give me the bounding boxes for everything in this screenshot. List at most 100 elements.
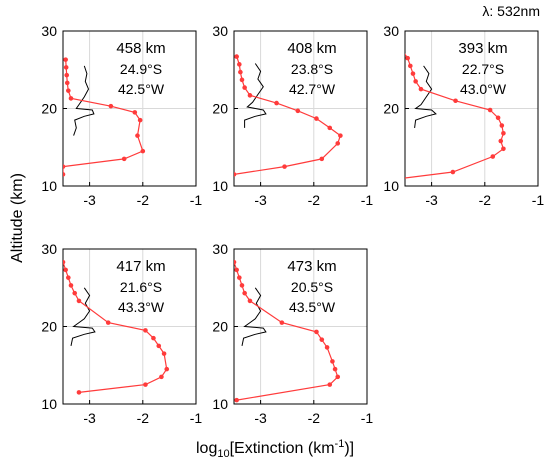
x-tick-label: -1	[361, 410, 374, 426]
wavelength-label: λ: 532nm	[482, 3, 540, 19]
extinction-point	[76, 298, 82, 304]
extinction-point	[314, 116, 319, 121]
y-tick-label: 10	[383, 178, 399, 194]
panel-longitude: 43.3°W	[118, 299, 165, 315]
reference-profile-line	[414, 65, 437, 128]
panel-longitude: 43.0°W	[460, 81, 507, 97]
extinction-point	[151, 335, 156, 341]
extinction-point	[247, 93, 253, 98]
extinction-point	[143, 328, 148, 333]
panel-2: -3 -2 -1 10 20 30 408 km 23.8°S 42.7°W	[212, 23, 373, 208]
extinction-point	[410, 71, 416, 76]
extinction-profile-line	[405, 53, 505, 179]
extinction-point	[66, 275, 71, 280]
extinction-point	[400, 48, 405, 53]
extinction-point	[63, 57, 68, 62]
extinction-point	[274, 100, 279, 106]
extinction-point	[247, 298, 253, 304]
extinction-point	[487, 107, 493, 113]
extinction-point	[501, 131, 506, 136]
panel-distance: 473 km	[287, 258, 336, 275]
extinction-point	[282, 164, 287, 169]
extinction-point	[237, 62, 242, 67]
extinction-point	[68, 283, 74, 288]
panel-5: -3 -2 -1 10 20 30 473 km 20.5°S 43.5°W	[212, 241, 373, 426]
extinction-point	[242, 290, 247, 296]
panels: -3 -2 -1 10 20 30 458 km 24.9°S 42.5°W -3 -2 -1 10 20…	[41, 23, 544, 426]
extinction-point	[237, 275, 242, 280]
extinction-point	[239, 77, 245, 83]
panel-latitude: 23.8°S	[291, 61, 333, 77]
extinction-point	[64, 80, 70, 86]
extinction-point	[234, 172, 237, 177]
extinction-point	[135, 133, 140, 138]
panel-longitude: 42.5°W	[118, 81, 165, 97]
extinction-point	[405, 55, 410, 61]
x-tick-label: -3	[254, 192, 267, 208]
extinction-point	[400, 176, 405, 181]
reference-profile-line	[244, 63, 267, 128]
extinction-point	[140, 148, 146, 154]
extinction-point	[68, 96, 74, 101]
extinction-point	[490, 154, 496, 159]
y-tick-label: 10	[41, 178, 57, 194]
x-tick-label: -1	[190, 410, 203, 426]
extinction-point	[64, 72, 70, 78]
x-tick-label: -2	[308, 410, 321, 426]
extinction-point	[63, 267, 68, 273]
extinction-point	[105, 320, 111, 325]
y-tick-label: 20	[41, 319, 57, 335]
extinction-point	[295, 108, 301, 114]
x-axis-label-sup: -1	[335, 438, 345, 450]
extinction-point	[335, 141, 341, 146]
x-tick-label: -3	[83, 192, 96, 208]
x-tick-label: -1	[532, 192, 545, 208]
panel-longitude: 43.5°W	[289, 299, 336, 315]
extinction-point	[143, 382, 148, 387]
extinction-point	[108, 103, 114, 109]
y-tick-label: 30	[41, 241, 57, 257]
y-tick-label: 30	[212, 23, 228, 39]
panel-latitude: 20.5°S	[291, 279, 333, 295]
x-axis-label-sub: 10	[217, 448, 229, 460]
extinction-point	[327, 382, 333, 387]
x-axis-label: log10[Extinction (km-1)]	[196, 438, 354, 460]
extinction-point	[499, 123, 505, 128]
y-axis-label: Altitude (km)	[9, 173, 26, 263]
panel-latitude: 21.6°S	[120, 279, 162, 295]
extinction-point	[63, 259, 66, 265]
extinction-point	[63, 65, 69, 70]
y-tick-label: 30	[41, 23, 57, 39]
panel-1: -3 -2 -1 10 20 30 458 km 24.9°S 42.5°W	[41, 23, 202, 208]
extinction-point	[66, 88, 71, 93]
extinction-point	[495, 115, 501, 121]
extinction-point	[450, 169, 456, 175]
y-tick-label: 20	[383, 101, 399, 117]
extinction-point	[242, 85, 247, 90]
extinction-point	[319, 337, 325, 342]
x-tick-label: -3	[254, 410, 267, 426]
extinction-point	[156, 343, 162, 349]
extinction-point	[330, 359, 335, 364]
y-tick-label: 10	[212, 396, 228, 412]
extinction-point	[408, 63, 413, 69]
x-tick-label: -1	[361, 192, 374, 208]
extinction-point	[161, 351, 167, 356]
panel-distance: 417 km	[116, 258, 165, 275]
extinction-point	[314, 329, 319, 335]
y-tick-label: 30	[212, 241, 228, 257]
panel-distance: 408 km	[287, 40, 336, 57]
y-tick-label: 10	[41, 396, 57, 412]
reference-profile-line	[73, 65, 95, 136]
extinction-point	[418, 86, 424, 92]
extinction-point	[63, 164, 66, 169]
x-tick-label: -2	[137, 192, 150, 208]
x-tick-label: -2	[479, 192, 492, 208]
extinction-point	[63, 172, 66, 177]
panel-latitude: 22.7°S	[462, 61, 504, 77]
extinction-point	[164, 366, 170, 372]
extinction-point	[234, 54, 239, 59]
extinction-point	[335, 374, 341, 380]
x-axis-label-suffix: )]	[344, 440, 354, 457]
